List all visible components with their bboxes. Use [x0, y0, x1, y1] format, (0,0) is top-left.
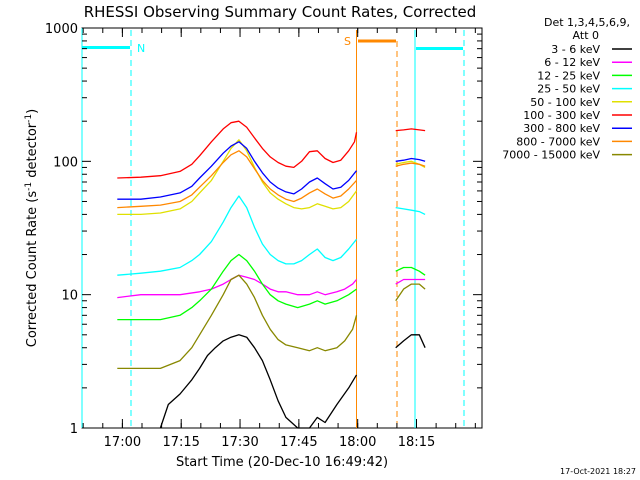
night-marker-label: N: [137, 42, 145, 55]
legend-label: 12 - 25 keV: [537, 69, 600, 82]
x-tick-label: 17:30: [221, 435, 258, 450]
y-tick-label: 1000: [45, 22, 78, 37]
series-line-6-12-kev: [117, 274, 426, 299]
legend-label: 100 - 300 keV: [523, 109, 600, 122]
series-line-800-7000-kev: [117, 150, 426, 209]
series-line-25-50-kev: [117, 195, 426, 276]
series-line-12-25-kev: [117, 253, 426, 321]
x-tick-label: 17:15: [162, 435, 199, 450]
axis-ticks: 1 10 100 1000 17:00 17:15 17:30 17:45 18:00 18:15: [45, 22, 482, 450]
y-axis-label: Corrected Count Rate (s-1 detector-1): [24, 109, 40, 347]
x-tick-label: 18:15: [398, 435, 435, 450]
saa-marker-label: S: [344, 35, 351, 48]
series-line-50-100-kev: [117, 139, 426, 216]
series-line-300-800-kev: [117, 141, 426, 200]
state-annotations: N S: [81, 28, 465, 428]
legend-label: 7000 - 15000 keV: [502, 149, 600, 162]
footer-date: 17-Oct-2021 18:27: [560, 467, 636, 476]
chart-title: RHESSI Observing Summary Count Rates, Co…: [84, 3, 477, 21]
legend-header-line2: Att 0: [573, 29, 599, 42]
legend-label: 25 - 50 keV: [537, 83, 600, 96]
y-tick-label: 1: [70, 422, 78, 437]
legend-label: 300 - 800 keV: [523, 122, 600, 135]
series-line-100-300-kev: [117, 120, 426, 179]
y-tick-label: 100: [53, 155, 78, 170]
x-tick-label: 17:00: [104, 435, 141, 450]
legend-label: 3 - 6 keV: [551, 43, 600, 56]
legend-label: 800 - 7000 keV: [516, 135, 600, 148]
legend-label: 50 - 100 keV: [530, 96, 600, 109]
series-line-7000-15000-kev: [117, 274, 426, 370]
x-axis-label: Start Time (20-Dec-10 16:49:42): [176, 455, 388, 470]
x-tick-label: 17:45: [280, 435, 317, 450]
series-line-3-6-kev: [159, 334, 426, 429]
data-series: [117, 120, 426, 429]
legend-header-line1: Det 1,3,4,5,6,9,: [544, 16, 630, 29]
legend-label: 6 - 12 keV: [544, 56, 600, 69]
x-tick-label: 18:00: [339, 435, 376, 450]
y-tick-label: 10: [61, 289, 78, 304]
